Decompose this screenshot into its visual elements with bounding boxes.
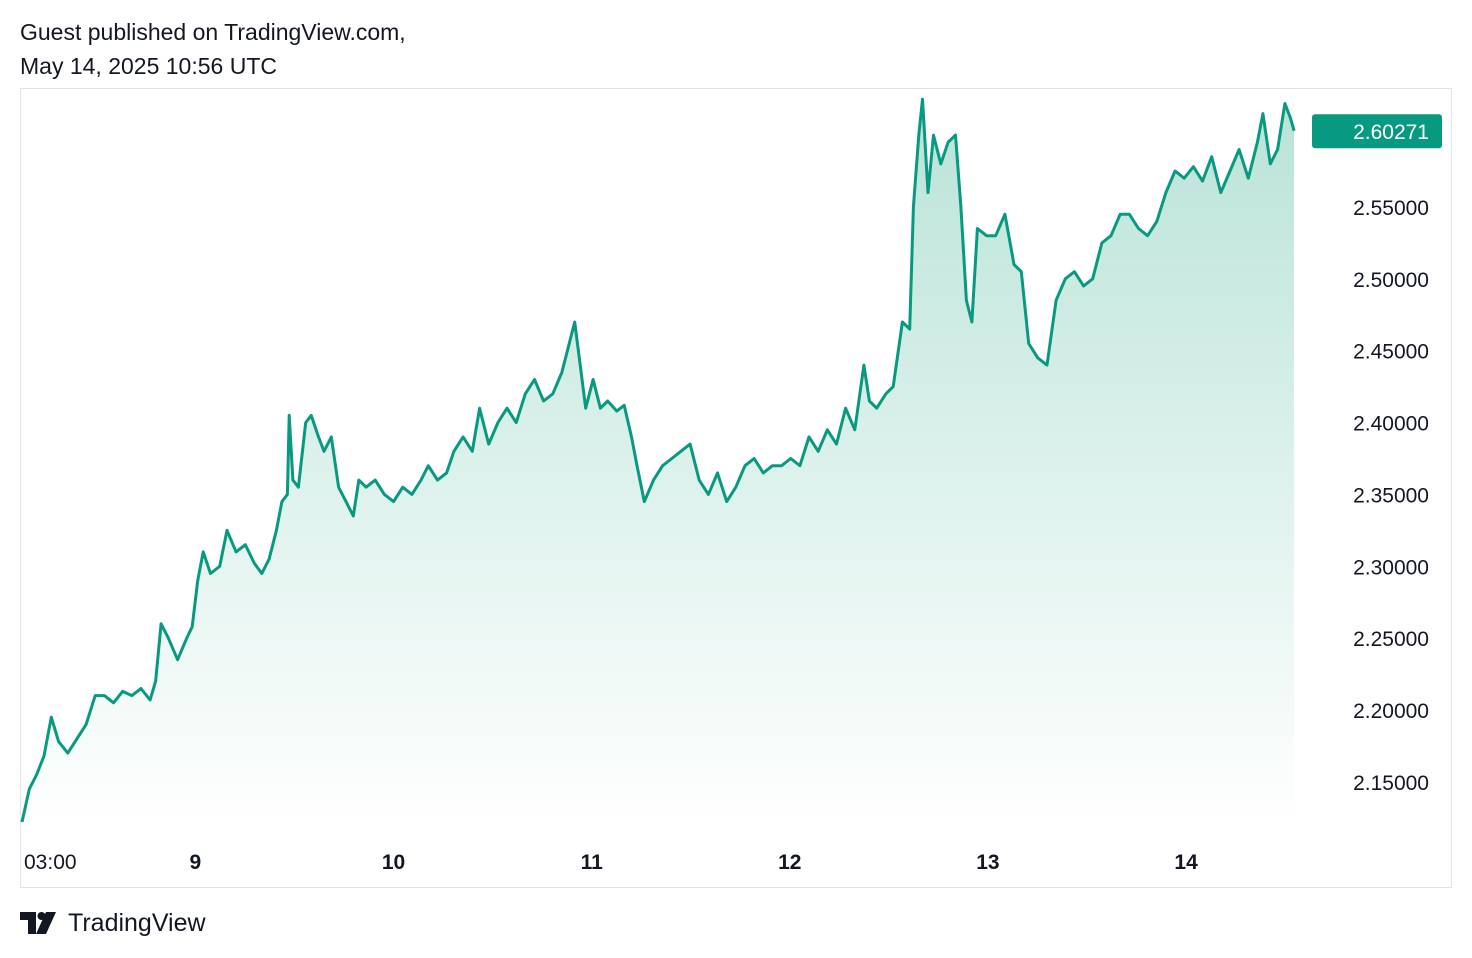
published-by-text: Guest published on TradingView.com, <box>20 19 406 45</box>
y-axis-tick-label: 2.30000 <box>1353 556 1429 579</box>
x-axis-tick-label: 03:00 <box>24 851 77 874</box>
x-axis-tick-label: 14 <box>1174 851 1198 874</box>
x-axis-tick-label: 13 <box>976 851 999 874</box>
y-axis-tick-label: 2.20000 <box>1353 700 1429 723</box>
x-axis-tick-label: 10 <box>382 851 405 874</box>
tradingview-logo-icon <box>20 912 56 934</box>
y-axis-tick-label: 2.15000 <box>1353 772 1429 795</box>
y-axis-tick-label: 2.55000 <box>1353 197 1429 220</box>
chart-frame <box>20 88 1452 888</box>
y-axis-tick-label: 2.50000 <box>1353 269 1429 292</box>
brand-name: TradingView <box>68 908 206 937</box>
x-axis-tick-label: 11 <box>581 851 604 874</box>
x-axis-tick-label: 9 <box>190 851 202 874</box>
y-axis-tick-label: 2.45000 <box>1353 341 1429 364</box>
x-axis-tick-label: 12 <box>778 851 801 874</box>
y-axis-tick-label: 2.40000 <box>1353 413 1429 436</box>
y-axis-tick-label: 2.25000 <box>1353 628 1429 651</box>
last-price-label: 2.60271 <box>1353 121 1429 144</box>
footer: TradingView <box>20 906 206 940</box>
publish-date-text: May 14, 2025 10:56 UTC <box>20 53 277 79</box>
last-price-badge <box>1312 114 1442 149</box>
y-axis-tick-label: 2.35000 <box>1353 484 1429 507</box>
price-area-fill <box>22 99 1295 825</box>
price-series-line <box>20 97 1296 823</box>
